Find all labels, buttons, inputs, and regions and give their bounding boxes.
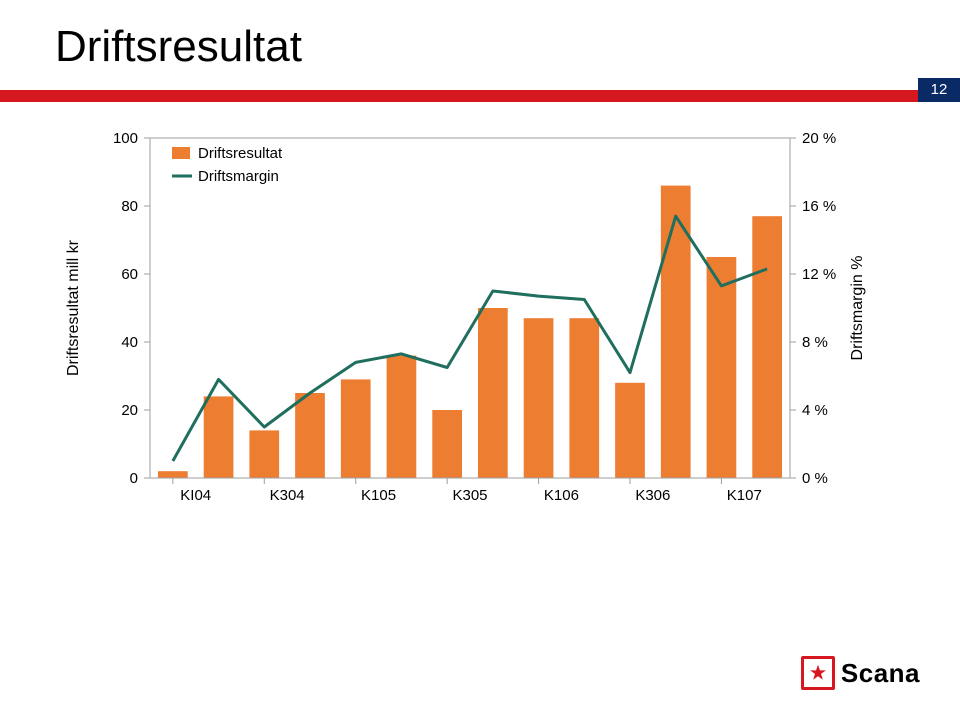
bar [524, 318, 554, 478]
y-right-tick: 20 % [802, 130, 836, 147]
slide: Driftsresultat 12 0 0 % 20 4 % 40 8 % 60 12 % 80… [0, 0, 960, 720]
y-right-tick: 12 % [802, 266, 836, 283]
bar [341, 379, 371, 478]
x-tick: KI04 [180, 487, 211, 504]
y-right-tick: 4 % [802, 402, 828, 419]
bar [478, 308, 508, 478]
x-tick: K305 [452, 487, 487, 504]
bar [432, 410, 462, 478]
bar [707, 257, 737, 478]
x-tick: K304 [270, 487, 305, 504]
brand-name: Scana [841, 658, 920, 689]
y-right-tick: 0 % [802, 470, 828, 487]
y-left-tick: 20 [121, 402, 138, 419]
legend-label: Driftsresultat [198, 145, 283, 162]
driftsresultat-chart: 0 0 % 20 4 % 40 8 % 60 12 % 80 16 % 100 20 % Driftsr… [50, 120, 910, 540]
x-tick: K107 [727, 487, 762, 504]
star-icon [801, 656, 835, 690]
bar [295, 393, 325, 478]
y-right-title: Driftsmargin % [849, 256, 866, 361]
brand-logo: Scana [801, 656, 920, 690]
y-left-tick: 40 [121, 334, 138, 351]
bar [249, 430, 279, 478]
y-right-tick: 16 % [802, 198, 836, 215]
bar [158, 471, 188, 478]
page-number-badge: 12 [918, 78, 960, 102]
bar [204, 396, 234, 478]
bar [615, 383, 645, 478]
legend-label: Driftsmargin [198, 168, 279, 185]
legend-swatch-bar [172, 147, 190, 159]
y-left-tick: 60 [121, 266, 138, 283]
page-title: Driftsresultat [55, 22, 302, 72]
y-left-title: Driftsresultat mill kr [65, 239, 82, 376]
y-right-tick: 8 % [802, 334, 828, 351]
x-tick: K306 [635, 487, 670, 504]
bar [752, 216, 782, 478]
x-tick: K106 [544, 487, 579, 504]
y-left-tick: 0 [130, 470, 138, 487]
chart-svg: 0 0 % 20 4 % 40 8 % 60 12 % 80 16 % 100 20 % Driftsr… [50, 120, 910, 540]
x-tick: K105 [361, 487, 396, 504]
bar [387, 356, 417, 478]
y-left-tick: 100 [113, 130, 138, 147]
divider-red [0, 90, 960, 102]
bar [569, 318, 599, 478]
y-left-tick: 80 [121, 198, 138, 215]
